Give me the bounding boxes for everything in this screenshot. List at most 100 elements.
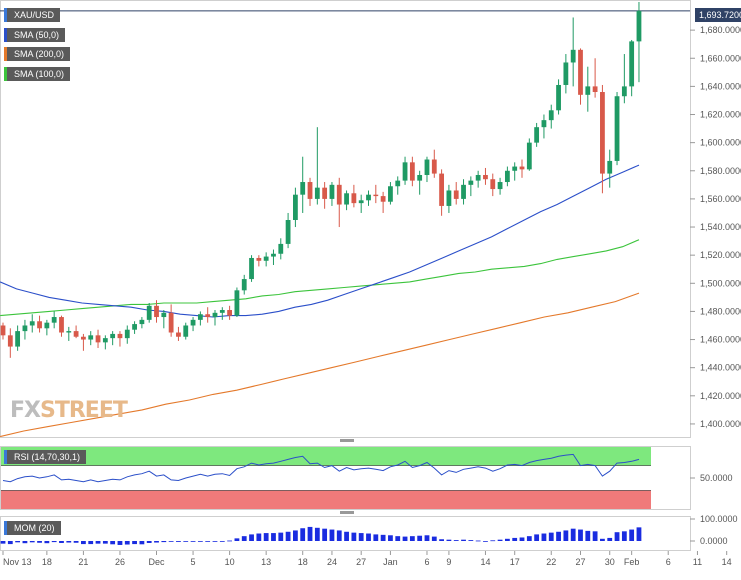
candle-body	[22, 325, 28, 332]
mom-bar	[607, 537, 613, 541]
mom-bar	[307, 526, 313, 541]
mom-bar	[22, 541, 28, 544]
mom-bar	[249, 534, 254, 541]
x-tick-label: 6	[424, 557, 429, 567]
mom-label[interactable]: MOM (20)	[4, 521, 61, 535]
mom-bar	[300, 528, 306, 541]
candle-body	[541, 120, 547, 128]
candle-body	[197, 314, 203, 320]
x-tick-label: 9	[446, 557, 451, 567]
candle-body	[183, 325, 189, 337]
rsi-line	[2, 453, 640, 483]
price-tick-label: 1,540.0000	[700, 222, 741, 232]
price-tick-label: 1,400.0000	[700, 419, 741, 429]
mom-bar	[51, 541, 57, 543]
price-tick-label: 1,500.0000	[700, 278, 741, 288]
mom-bar	[526, 536, 532, 541]
candle-body	[37, 321, 42, 329]
candle-body	[154, 305, 159, 318]
legend-symbol[interactable]: XAU/USD	[4, 8, 61, 22]
candle-body	[600, 92, 605, 174]
candle-body	[278, 243, 284, 254]
mom-bar	[0, 541, 6, 544]
rsi-oversold-zone	[1, 490, 651, 509]
mom-bar	[322, 528, 328, 541]
x-tick-label: 27	[356, 557, 366, 567]
mom-bar	[402, 536, 408, 541]
mom-bar	[483, 541, 488, 542]
x-tick-label: 6	[666, 557, 671, 567]
candle-body	[176, 332, 181, 337]
mom-bar	[424, 535, 430, 541]
mom-bar	[519, 537, 525, 541]
mom-bar	[168, 541, 174, 542]
price-tick-label: 1,420.0000	[700, 391, 741, 401]
rsi-label[interactable]: RSI (14,70,30,1)	[4, 450, 87, 464]
candle-body	[409, 162, 415, 181]
x-tick-label: 5	[191, 557, 196, 567]
candle-body	[388, 186, 393, 202]
mom-bar	[95, 541, 101, 544]
mom-bar	[81, 541, 86, 545]
mom-bar	[366, 533, 371, 541]
rsi-panel-resize-handle	[340, 511, 354, 514]
price-tick-label: 1,660.0000	[700, 53, 741, 63]
candle-body	[227, 310, 233, 316]
fxstreet-logo: FXSTREET	[10, 398, 128, 423]
mom-bar	[548, 532, 554, 541]
mom-bar	[285, 531, 291, 541]
candle-body	[7, 335, 13, 347]
candle-body	[15, 331, 21, 347]
candle-body	[263, 256, 269, 261]
candle-body	[293, 194, 298, 220]
candle-body	[322, 187, 328, 199]
candle-body	[117, 333, 123, 339]
mom-bar	[592, 531, 598, 541]
price-tick-label: 1,680.0000	[700, 25, 741, 35]
mom-bar	[395, 536, 401, 541]
x-tick-label: 30	[605, 557, 615, 567]
candle-body	[607, 160, 613, 174]
candle-body	[475, 174, 481, 181]
candle-body	[504, 170, 510, 183]
mom-bar	[629, 529, 635, 541]
candle-body	[592, 86, 598, 93]
candle-body	[380, 196, 386, 202]
legend-sma100[interactable]: SMA (100,0)	[4, 67, 71, 81]
mom-bar	[475, 540, 481, 542]
mom-bar	[534, 534, 540, 541]
x-tick-label: 27	[575, 557, 585, 567]
candle-body	[402, 162, 408, 181]
x-tick-label: 21	[78, 557, 88, 567]
mom-bar	[439, 539, 444, 541]
x-tick-label: 17	[510, 557, 520, 567]
mom-bar	[124, 541, 130, 545]
candle-body	[512, 166, 518, 171]
legend-sma50[interactable]: SMA (50,0)	[4, 28, 66, 42]
x-tick-label: 13	[261, 557, 271, 567]
mom-bar	[161, 541, 167, 543]
mom-bar	[190, 541, 196, 542]
candle-body	[497, 182, 503, 190]
price-tick-label: 1,460.0000	[700, 335, 741, 345]
main-panel-frame	[0, 0, 691, 438]
x-tick-label: 26	[115, 557, 125, 567]
candle-body	[446, 190, 452, 206]
mom-bar	[409, 536, 415, 541]
x-tick-label: Jan	[383, 557, 398, 567]
candle-body	[468, 180, 474, 185]
candle-body	[570, 49, 576, 63]
x-tick-label: 18	[42, 557, 52, 567]
candle-body	[271, 253, 276, 257]
mom-bar	[241, 536, 247, 541]
candle-body	[190, 319, 196, 326]
mom-bar	[102, 541, 108, 544]
candle-body	[102, 338, 108, 343]
candle-body	[51, 317, 57, 323]
candle-body	[556, 84, 561, 111]
candle-body	[519, 166, 525, 170]
candle-body	[585, 86, 591, 95]
mom-bar	[256, 533, 262, 541]
price-tick-label: 1,520.0000	[700, 250, 741, 260]
legend-sma200[interactable]: SMA (200,0)	[4, 47, 71, 61]
